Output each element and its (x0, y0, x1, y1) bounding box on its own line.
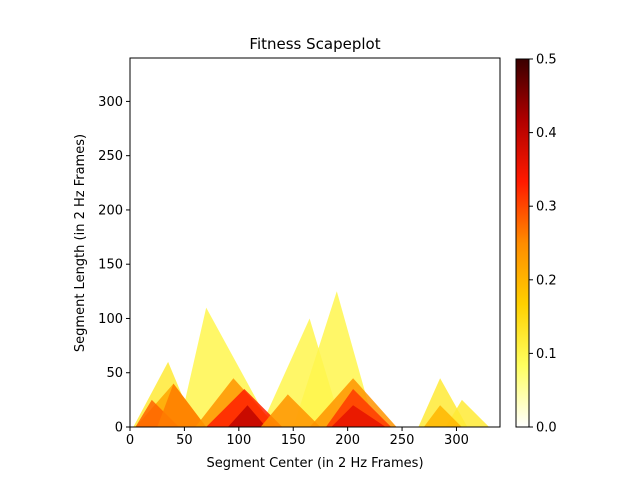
x-tick-label: 0 (126, 433, 134, 448)
x-tick-label: 200 (335, 433, 360, 448)
colorbar (515, 58, 530, 428)
y-tick-label: 100 (98, 312, 123, 327)
y-axis-label: Segment Length (in 2 Hz Frames) (73, 134, 88, 352)
y-tick-label: 0 (115, 421, 123, 436)
plot-frame (129, 57, 501, 428)
y-tick-label: 300 (98, 95, 123, 110)
fitness-region-11 (206, 389, 283, 427)
colorbar-tick-label: 0.2 (536, 273, 557, 288)
y-tick-label: 250 (98, 149, 123, 164)
x-tick-label: 100 (226, 433, 251, 448)
fitness-region-16 (331, 405, 386, 427)
colorbar-tick-label: 0.4 (536, 126, 557, 141)
fitness-region-6 (445, 399, 490, 427)
fitness-region-13 (260, 394, 321, 427)
colorbar-tick-label: 0.0 (536, 421, 557, 436)
chart-title: Fitness Scapeplot (249, 35, 380, 53)
fitness-regions (133, 291, 490, 427)
y-tick-label: 150 (98, 258, 123, 273)
y-axis-ticks: 0 50 100 150 200 250 300 (98, 95, 130, 436)
x-axis-ticks: 0 50 100 150 200 250 300 (126, 427, 469, 448)
x-axis-label: Segment Center (in 2 Hz Frames) (206, 456, 423, 471)
fitness-region-9 (157, 383, 207, 427)
x-tick-label: 250 (390, 433, 415, 448)
x-tick-label: 50 (176, 433, 193, 448)
colorbar-tick-label: 0.1 (536, 347, 557, 362)
fitness-region-12 (227, 405, 266, 427)
y-tick-label: 200 (98, 203, 123, 218)
colorbar-tick-label: 0.3 (536, 200, 557, 215)
x-tick-label: 300 (444, 433, 469, 448)
x-tick-label: 150 (281, 433, 306, 448)
colorbar-ticks: 0.0 0.1 0.2 0.3 0.4 0.5 (529, 53, 557, 436)
y-tick-label: 50 (106, 366, 123, 381)
colorbar-tick-label: 0.5 (536, 53, 557, 68)
fitness-region-17 (423, 405, 462, 427)
